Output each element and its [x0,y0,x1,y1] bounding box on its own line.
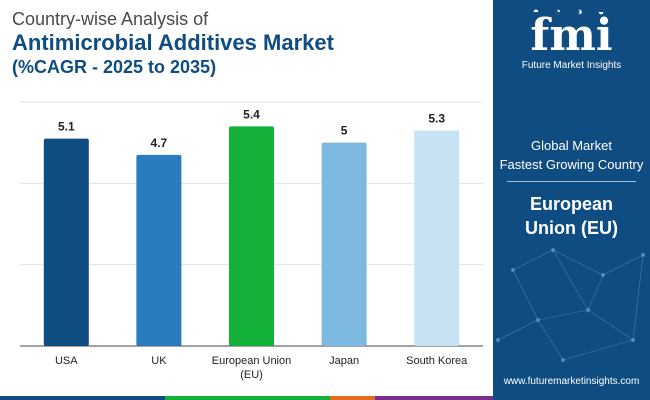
x-tick-label-5: South Korea [406,355,468,367]
title-line-1: Country-wise Analysis of [12,9,209,29]
global-market-line-1: Global Market [531,138,612,153]
bar-4 [321,142,367,346]
fastest-country-line-1: European [529,194,613,214]
fastest-country: European Union (EU) [493,192,650,240]
chart-title: Country-wise Analysis of Antimicrobial A… [12,8,334,78]
strip-segment-1 [0,396,165,400]
logo-text: fmi [530,10,613,61]
panel-divider [507,181,636,182]
bar-1 [43,138,89,346]
value-label-3: 5.4 [243,107,260,121]
title-line-3: (%CAGR - 2025 to 2035) [12,57,217,77]
logo-icons: ◓ ◔ ◑ ◒ [532,6,611,18]
value-label-2: 4.7 [151,136,168,150]
strip-segment-3 [330,396,375,400]
x-tick-label-3-line-1: European Union [212,355,292,367]
side-panel: ◓ ◔ ◑ ◒ fmi Future Market Insights Globa… [493,0,650,400]
value-label-5: 5.3 [428,111,445,125]
x-tick-label-4: Japan [329,355,359,367]
bar-5 [414,130,460,346]
value-label-1: 5.1 [58,120,75,134]
value-label-4: 5 [341,124,348,138]
fmi-logo: ◓ ◔ ◑ ◒ fmi Future Market Insights [493,6,650,76]
strip-segment-2 [165,396,330,400]
network-decoration [495,247,646,363]
strip-segment-4 [375,396,493,400]
logo-subtitle: Future Market Insights [521,60,622,71]
bottom-color-strip [0,396,493,400]
x-tick-label-3-line-2: (EU) [240,369,263,381]
global-market-line-2: Fastest Growing Country [499,157,644,172]
title-line-2: Antimicrobial Additives Market [12,30,334,55]
website-link[interactable]: www.futuremarketinsights.com [503,376,640,387]
x-tick-label-2: UK [151,355,167,367]
bar-3 [229,126,274,347]
fastest-country-line-2: Union (EU) [525,218,618,238]
bar-chart: 5.1 USA 4.7 UK 5.4 European Union (EU) 5 Japan 5.… [20,101,483,381]
bar-2 [136,154,182,346]
x-tick-label-1: USA [55,355,78,367]
global-market-label: Global Market Fastest Growing Country [493,136,650,174]
